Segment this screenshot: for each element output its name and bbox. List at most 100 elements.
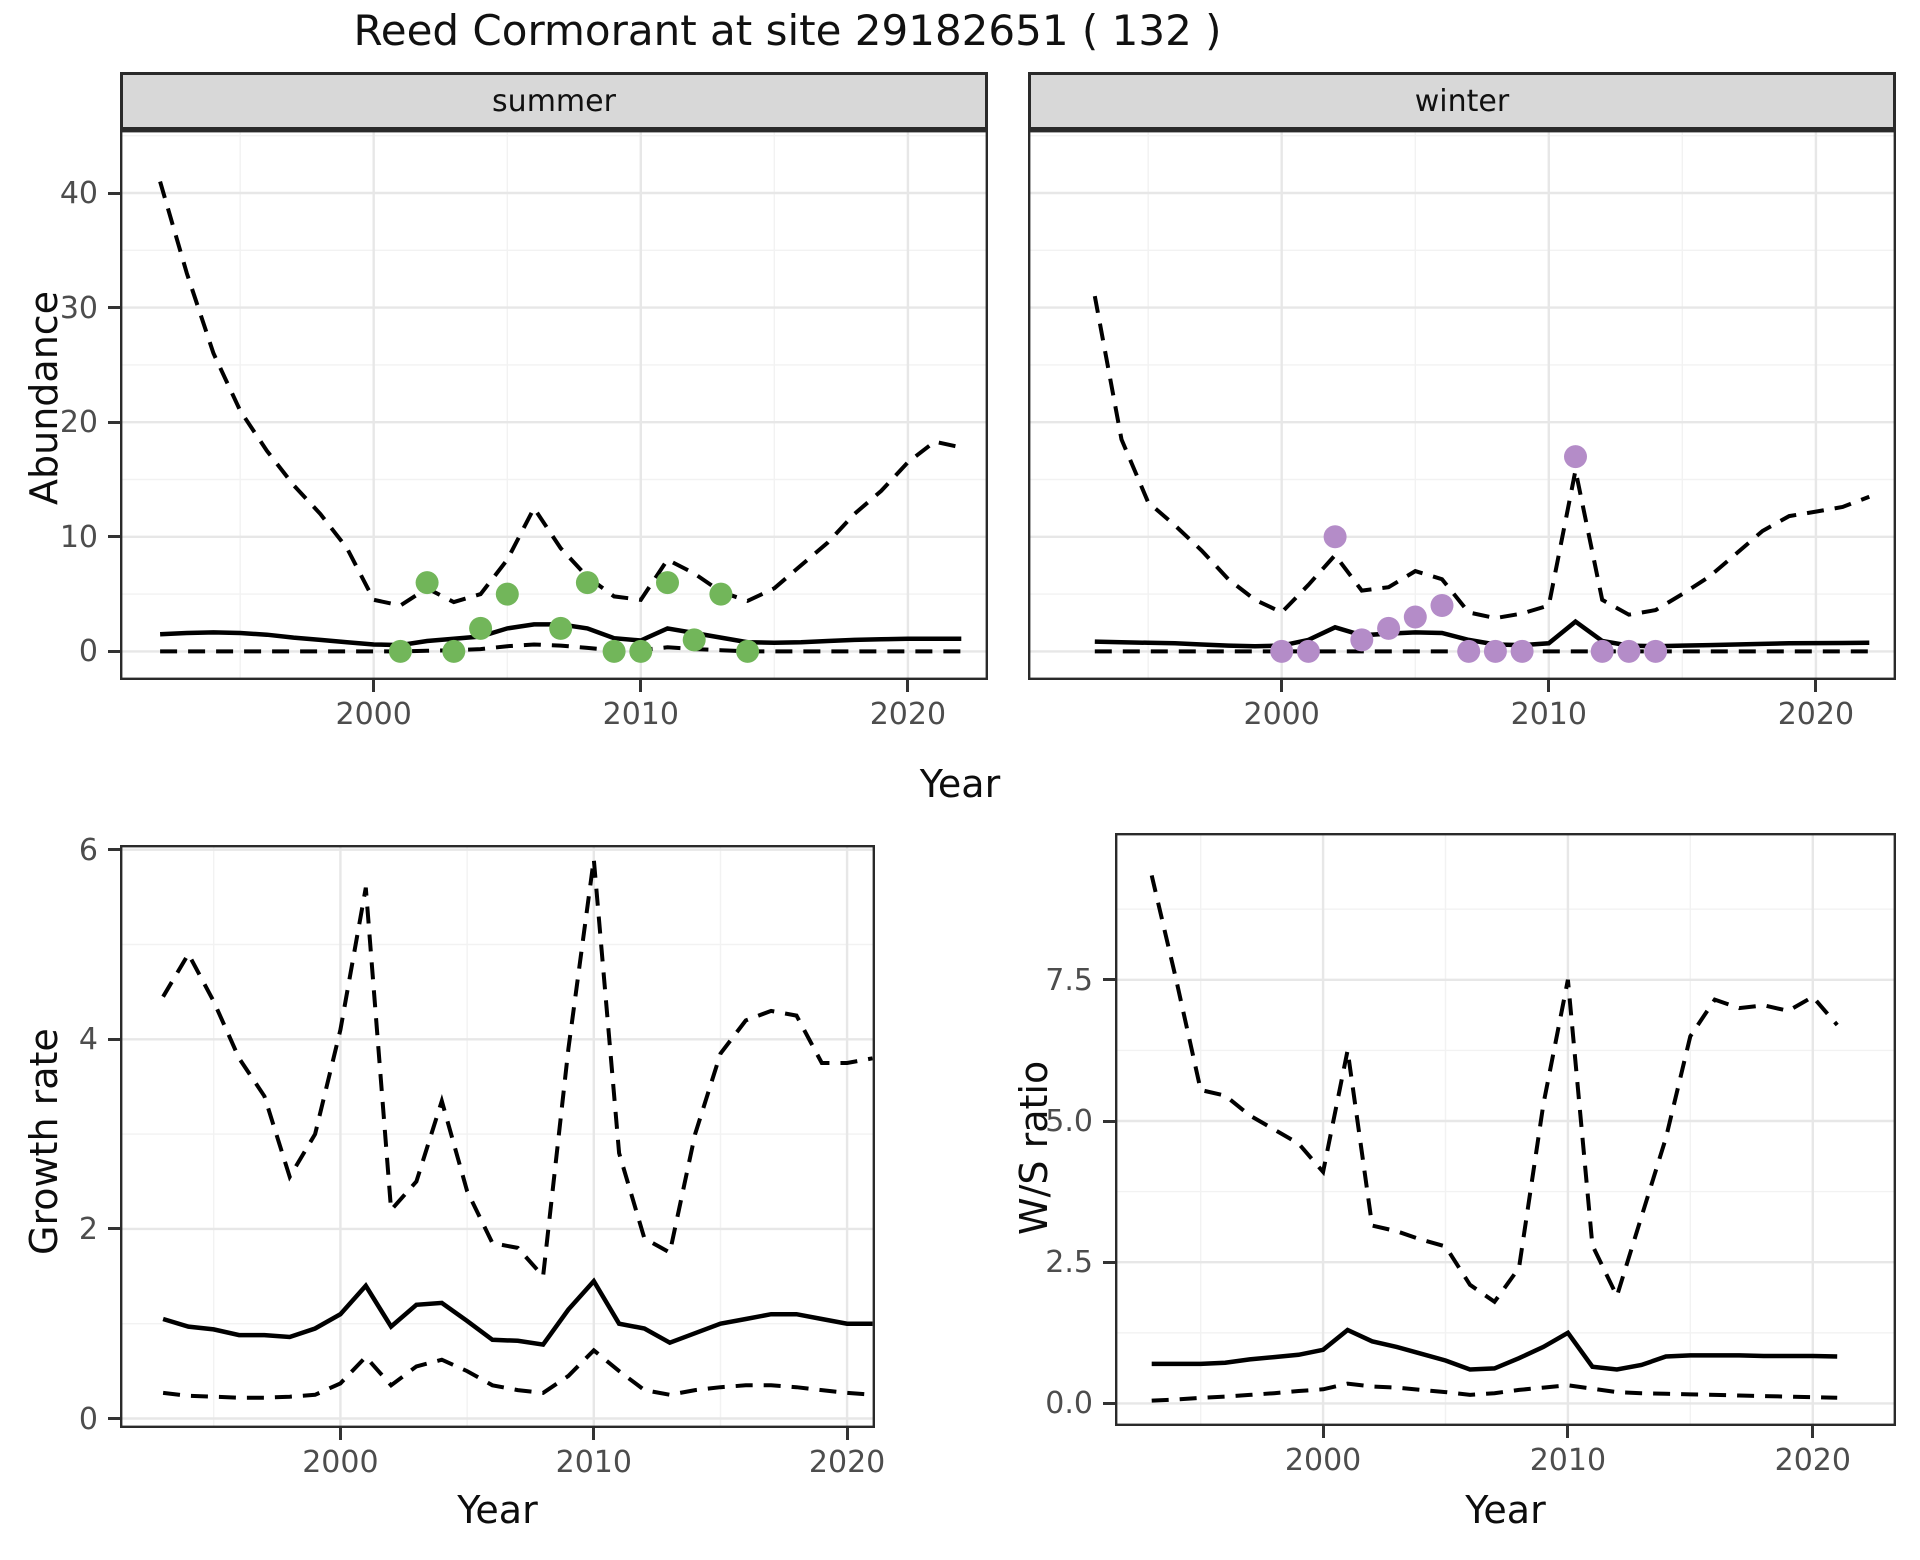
y-tick-label: 5.0 xyxy=(1045,1104,1093,1139)
series-lower-ci xyxy=(162,1347,873,1400)
x-axis-title-year-growth: Year xyxy=(457,1488,538,1532)
x-tick-label: 2020 xyxy=(869,697,947,732)
x-tick-mark xyxy=(845,1428,849,1440)
data-point xyxy=(1564,445,1587,469)
y-axis-title-ws-ratio: W/S ratio xyxy=(1012,1060,1056,1235)
x-tick-mark xyxy=(639,680,643,692)
data-point xyxy=(1430,594,1454,617)
data-point xyxy=(1403,605,1427,629)
y-tick-mark xyxy=(108,649,120,653)
data-point xyxy=(388,639,412,663)
y-tick-mark xyxy=(1103,1260,1115,1264)
data-point xyxy=(1457,639,1481,663)
chart-ws-ratio: 2000 2010 2020 0.0 2.5 5.0 7.5 xyxy=(1045,833,1896,1476)
x-tick-label: 2000 xyxy=(302,1445,379,1480)
x-axis-title-year-top: Year xyxy=(919,762,1001,806)
x-tick-label: 2020 xyxy=(1774,1443,1851,1478)
series-upper-ci xyxy=(158,181,962,608)
y-tick-mark xyxy=(1103,1119,1115,1123)
panel-border xyxy=(1028,130,1896,680)
series-lower-ci xyxy=(1151,1381,1838,1403)
y-tick-label: 30 xyxy=(59,290,98,326)
panel-plot-svg xyxy=(1115,833,1896,1426)
data-point xyxy=(1590,639,1614,663)
y-tick-label: 20 xyxy=(59,405,98,441)
data-point xyxy=(602,639,626,663)
y-tick-mark xyxy=(108,420,120,424)
data-point xyxy=(549,616,573,640)
data-point xyxy=(709,582,733,606)
x-tick-label: 2010 xyxy=(1529,1443,1607,1478)
y-tick-mark xyxy=(108,1227,120,1231)
panel-border xyxy=(120,845,875,1428)
chart-growth-rate: 2000 2010 2020 0 2 4 6 xyxy=(79,835,885,1477)
y-tick-mark xyxy=(108,191,120,195)
series-mean xyxy=(162,1277,873,1348)
y-tick-mark xyxy=(108,535,120,539)
series-mean xyxy=(1094,618,1870,649)
series-upper-ci xyxy=(1149,874,1839,1305)
data-point xyxy=(415,571,439,595)
data-point xyxy=(495,582,519,606)
data-point xyxy=(1323,525,1347,549)
data-point xyxy=(442,639,466,663)
data-point xyxy=(629,639,653,663)
panel-plot-svg xyxy=(120,130,988,680)
data-point xyxy=(1644,639,1668,663)
x-tick-mark xyxy=(1547,680,1551,692)
x-tick-label: 2020 xyxy=(808,1445,886,1480)
y-tick-label: 2 xyxy=(78,1211,98,1247)
x-tick-label: 2010 xyxy=(555,1445,632,1480)
data-point xyxy=(736,639,760,663)
x-tick-mark xyxy=(1566,1426,1570,1438)
panel-border xyxy=(120,130,988,680)
series-mean xyxy=(1151,1327,1838,1372)
x-tick-label: 2010 xyxy=(1510,697,1587,732)
y-tick-label: 10 xyxy=(59,519,98,555)
data-point xyxy=(1483,639,1507,663)
y-tick-label: 40 xyxy=(59,176,98,211)
data-point xyxy=(1510,639,1534,663)
x-tick-mark xyxy=(338,1428,342,1440)
panel-border xyxy=(1115,833,1896,1426)
x-tick-mark xyxy=(1814,680,1818,692)
facet-strip-winter-label: winter xyxy=(1414,83,1510,119)
x-tick-mark xyxy=(1280,680,1284,692)
figure-title: Reed Cormorant at site 29182651 ( 132 ) xyxy=(353,6,1222,55)
x-tick-label: 2020 xyxy=(1777,697,1855,732)
y-tick-mark xyxy=(108,306,120,310)
x-tick-mark xyxy=(906,680,910,692)
y-tick-mark xyxy=(108,1037,120,1041)
chart-abundance-winter: 2000 2010 2020 xyxy=(1028,130,1896,730)
y-tick-label: 0 xyxy=(78,1401,98,1437)
x-tick-label: 2000 xyxy=(1243,697,1320,732)
panel-plot-svg xyxy=(1028,130,1896,680)
x-tick-label: 2000 xyxy=(335,697,412,732)
data-point xyxy=(656,571,679,595)
series-upper-ci xyxy=(161,858,873,1281)
x-tick-mark xyxy=(1321,1426,1325,1438)
y-tick-label: 0 xyxy=(78,634,98,670)
y-tick-label: 6 xyxy=(78,832,98,868)
x-tick-mark xyxy=(592,1428,596,1440)
data-point xyxy=(1377,616,1401,640)
x-tick-label: 2000 xyxy=(1284,1443,1362,1478)
data-point xyxy=(1617,639,1641,663)
data-point xyxy=(682,628,706,652)
x-tick-mark xyxy=(372,680,376,692)
y-tick-label: 0.0 xyxy=(1045,1386,1093,1422)
chart-abundance-summer: 2000 2010 2020 0 10 20 30 40 xyxy=(60,130,988,730)
y-tick-label: 2.5 xyxy=(1045,1245,1093,1281)
data-point xyxy=(1350,628,1374,652)
series-upper-ci xyxy=(1092,295,1871,621)
y-tick-label: 7.5 xyxy=(1045,962,1093,998)
x-axis-title-year-ws: Year xyxy=(1465,1488,1546,1532)
panel-plot-svg xyxy=(120,845,875,1428)
facet-strip-summer: summer xyxy=(120,72,988,130)
data-point xyxy=(575,571,599,595)
data-point xyxy=(1270,639,1294,663)
y-tick-mark xyxy=(1103,978,1115,982)
series-lower-ci xyxy=(160,642,962,654)
x-tick-label: 2010 xyxy=(602,697,679,732)
